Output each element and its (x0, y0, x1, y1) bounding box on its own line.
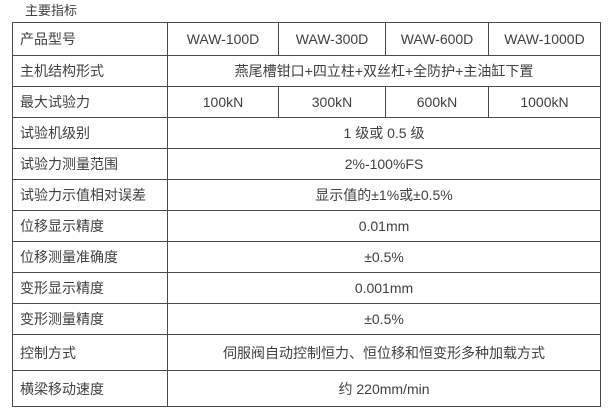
spec-value: 约 220mm/min (167, 370, 601, 407)
row-label: 位移测量准确度 (12, 241, 168, 273)
row-label: 变形测量精度 (12, 303, 168, 335)
spec-value: 显示值的±1%或±0.5% (167, 179, 601, 211)
spec-value: 0.01mm (167, 210, 601, 242)
row-label: 横梁移动速度 (12, 370, 168, 407)
spec-value: 1000kN (488, 86, 601, 118)
row-label: 控制方式 (12, 334, 168, 371)
row-label: 变形显示精度 (12, 272, 168, 304)
row-label: 试验机级别 (12, 117, 168, 149)
spec-value: 300kN (278, 86, 386, 118)
table-row-deformation-resolution: 变形显示精度 0.001mm (12, 272, 601, 304)
row-label: 试验力测量范围 (12, 148, 168, 180)
table-row-force-error: 试验力示值相对误差 显示值的±1%或±0.5% (12, 179, 601, 211)
table-row-structure: 主机结构形式 燕尾槽钳口+四立柱+双丝杠+全防护+主油缸下置 (12, 55, 601, 87)
model-cell: WAW-600D (385, 22, 489, 56)
row-label: 位移显示精度 (12, 210, 168, 242)
model-cell: WAW-1000D (488, 22, 601, 56)
table-row-deformation-accuracy: 变形测量精度 ±0.5% (12, 303, 601, 335)
row-label: 试验力示值相对误差 (12, 179, 168, 211)
row-label: 产品型号 (12, 22, 168, 56)
table-row-max-force: 最大试验力 100kN 300kN 600kN 1000kN (12, 86, 601, 118)
table-row-machine-class: 试验机级别 1 级或 0.5 级 (12, 117, 601, 149)
table-row-displacement-accuracy: 位移测量准确度 ±0.5% (12, 241, 601, 273)
spec-value: 燕尾槽钳口+四立柱+双丝杠+全防护+主油缸下置 (167, 55, 601, 87)
table-row-product-model: 产品型号 WAW-100D WAW-300D WAW-600D WAW-1000… (12, 22, 601, 56)
table-row-crosshead-speed: 横梁移动速度 约 220mm/min (12, 370, 601, 407)
model-cell: WAW-300D (278, 22, 386, 56)
spec-value: 伺服阀自动控制恒力、恒位移和恒变形多种加载方式 (167, 334, 601, 371)
row-label: 主机结构形式 (12, 55, 168, 87)
spec-value: 100kN (167, 86, 279, 118)
spec-value: 600kN (385, 86, 489, 118)
page-title: 主要指标 (25, 3, 78, 18)
spec-value: ±0.5% (167, 303, 601, 335)
row-label: 最大试验力 (12, 86, 168, 118)
spec-value: 2%-100%FS (167, 148, 601, 180)
table-row-displacement-resolution: 位移显示精度 0.01mm (12, 210, 601, 242)
spec-value: ±0.5% (167, 241, 601, 273)
table-row-force-range: 试验力测量范围 2%-100%FS (12, 148, 601, 180)
model-cell: WAW-100D (167, 22, 279, 56)
spec-value: 1 级或 0.5 级 (167, 117, 601, 149)
table-row-control-mode: 控制方式 伺服阀自动控制恒力、恒位移和恒变形多种加载方式 (12, 334, 601, 371)
spec-value: 0.001mm (167, 272, 601, 304)
spec-table: 产品型号 WAW-100D WAW-300D WAW-600D WAW-1000… (12, 22, 601, 407)
